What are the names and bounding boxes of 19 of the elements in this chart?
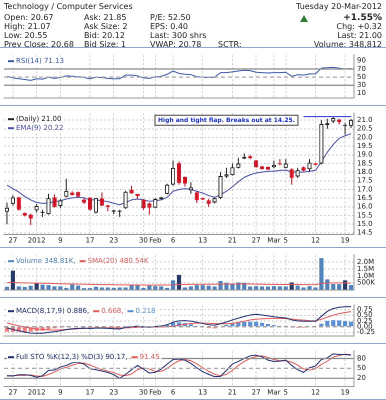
text: High: 21.07 bbox=[4, 22, 51, 31]
text: Prev Close: 20.68 bbox=[4, 40, 74, 49]
text: Volume: 348,812 bbox=[314, 40, 382, 49]
text: Chg: +0.32 bbox=[336, 22, 382, 31]
text: Bid: 20.12 bbox=[84, 31, 125, 40]
text: Ask Size: 2 bbox=[84, 22, 128, 31]
text: Bid Size: 1 bbox=[84, 40, 126, 49]
text: Last: 21.00 bbox=[337, 31, 382, 40]
text: Last: 300 shrs bbox=[150, 31, 206, 40]
text: Ask: 21.85 bbox=[84, 13, 126, 22]
text: SCTR: bbox=[218, 40, 242, 49]
text: Tuesday 20-Mar-2012 bbox=[296, 2, 382, 11]
text: Open: 20.67 bbox=[4, 13, 54, 22]
text: Technology / Computer Services bbox=[4, 2, 133, 11]
text: P/E: 52.50 bbox=[150, 13, 191, 22]
text: EPS: 0.40 bbox=[150, 22, 188, 31]
text: VWAP: 20.78 bbox=[150, 40, 202, 49]
text: Low: 20.55 bbox=[4, 31, 48, 40]
text: +1.55% bbox=[343, 13, 382, 23]
